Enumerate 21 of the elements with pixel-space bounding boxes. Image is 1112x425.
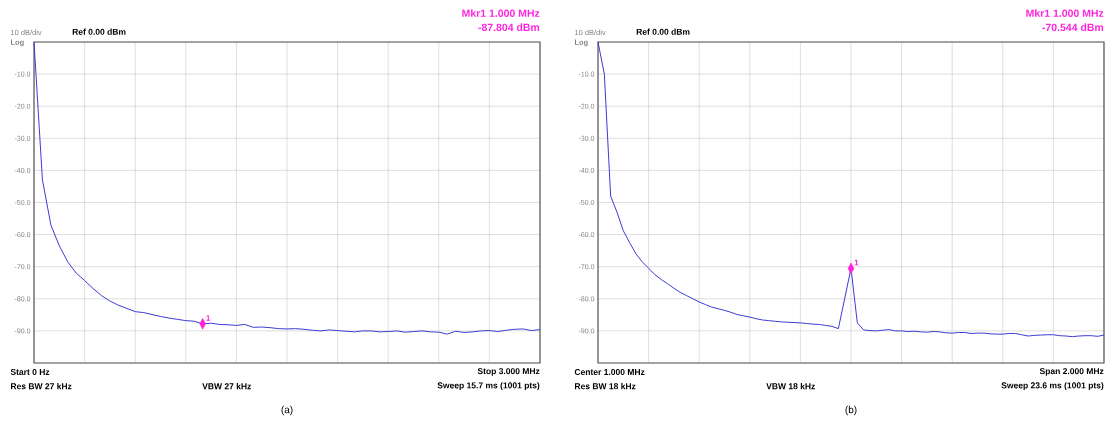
text: Stop 3.000 MHz xyxy=(477,368,540,376)
text: VBW 18 kHz xyxy=(766,382,815,390)
text: -70.544 dBm xyxy=(1042,23,1104,32)
text: Res BW 18 kHz xyxy=(574,382,636,390)
text: VBW 27 kHz xyxy=(202,383,251,390)
text: Sweep 23.6 ms (1001 pts) xyxy=(1001,382,1104,391)
annotation: 1 xyxy=(206,315,211,321)
text: Ref 0.00 dBm xyxy=(636,28,690,35)
text: -87.804 dBm xyxy=(478,23,540,32)
text: (a) xyxy=(281,405,293,416)
text: Sweep 15.7 ms (1001 pts) xyxy=(437,382,540,391)
text: Ref 0.00 dBm xyxy=(72,28,126,35)
text: Center 1.000 MHz xyxy=(574,368,645,375)
annotation: 1 xyxy=(854,259,859,266)
text: Mkr1 1.000 MHz xyxy=(462,9,540,17)
text: (b) xyxy=(845,405,857,416)
text: Start 0 Hz xyxy=(10,368,50,375)
text: Span 2.000 MHz xyxy=(1039,368,1104,376)
text: Res BW 27 kHz xyxy=(11,382,72,390)
text: Mkr1 1.000 MHz xyxy=(1026,9,1104,17)
line-series xyxy=(597,41,1105,338)
